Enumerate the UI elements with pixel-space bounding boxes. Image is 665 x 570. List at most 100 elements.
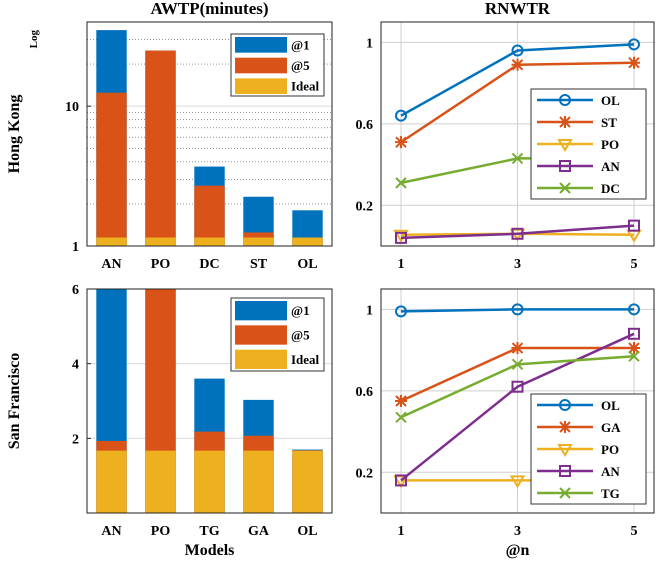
- bar-@5-DC: [194, 185, 225, 246]
- point-OL-3: [511, 303, 524, 316]
- point-OL-5: [628, 38, 640, 51]
- point-PO-3: [509, 475, 526, 489]
- legend-label: ST: [601, 115, 617, 130]
- x-tick-label: 3: [514, 257, 521, 272]
- bar-Ideal-ST: [243, 237, 274, 246]
- bars: [96, 289, 323, 513]
- axes-frame: [380, 288, 655, 514]
- y-tick-label: 1: [366, 303, 373, 318]
- point-ST-5: [628, 56, 640, 69]
- point-TG-3: [511, 358, 524, 371]
- x-tick-label: 1: [398, 524, 405, 539]
- hk_rnwtr-panel: 0.2 0.6 1 1 3 5 RNWTR OL ST PO AN DC: [356, 0, 655, 272]
- series-line-AN: [400, 332, 635, 482]
- point-OL-1: [395, 109, 407, 122]
- scale-label: Log: [28, 30, 40, 49]
- legend-swatch-@5: [235, 57, 287, 74]
- legend-label: TG: [601, 486, 620, 501]
- point-AN-5: [628, 327, 640, 340]
- x-tick-label: AN: [101, 524, 121, 539]
- y-tick-label: 4: [72, 358, 79, 373]
- x-tick-label: 5: [631, 257, 638, 272]
- legend-label: GA: [601, 420, 621, 435]
- y-tick-label: 0.6: [356, 118, 374, 133]
- y-tick-label: 2: [72, 432, 79, 447]
- point-GA-3: [511, 342, 524, 355]
- point-DC-1: [395, 177, 407, 189]
- sf_awtp-panel: 2 4 6 AN PO TG GA OL San Francisco Models @1 @5 Idea…: [6, 283, 333, 559]
- axes-frame: [86, 21, 333, 247]
- legend-label: @5: [291, 58, 310, 73]
- x-tick-label: DC: [199, 257, 219, 272]
- x-tick-label: 3: [514, 524, 521, 539]
- point-AN-5: [628, 219, 640, 232]
- bar-Ideal-TG: [194, 450, 225, 513]
- series-line-AN: [400, 224, 635, 240]
- point-OL-5: [628, 303, 640, 316]
- bar-Ideal-AN: [96, 450, 127, 513]
- y-tick-label: 0.2: [356, 466, 374, 481]
- y-tick-label: 1: [366, 36, 373, 51]
- series-line-OL: [400, 43, 635, 117]
- legend-swatch-Ideal: [235, 349, 287, 369]
- bar-Ideal-GA: [243, 450, 274, 513]
- legend-marker-AN: [559, 160, 571, 172]
- point-PO-1: [393, 229, 409, 243]
- x-tick-label: OL: [297, 524, 317, 539]
- point-AN-3: [511, 227, 524, 240]
- sf_rnwtr-panel: 0.2 0.6 1 1 3 5 @n OL GA PO AN TG: [356, 288, 655, 559]
- legend-marker-AN: [559, 465, 571, 477]
- legend: OL ST PO AN DC: [530, 88, 647, 200]
- point-ST-3: [511, 58, 524, 71]
- legend: @1 @5 Ideal: [230, 33, 325, 97]
- y-tick-label: 1: [72, 240, 79, 255]
- hk_awtp-panel: 1 10 AN PO DC ST OL Log AWTP(minutes) Hong Kong @1…: [6, 0, 333, 272]
- y-tick-label: 6: [72, 283, 79, 298]
- legend-swatch-@5: [235, 325, 287, 345]
- bar-@5-AN: [96, 92, 127, 246]
- legend-label: PO: [601, 442, 619, 457]
- point-OL-3: [511, 44, 524, 57]
- legend-marker-GA: [559, 421, 571, 433]
- bar-Ideal-PO: [145, 237, 176, 246]
- legend-marker-PO: [557, 139, 573, 152]
- legend-label: AN: [601, 159, 620, 174]
- x-axis-label: @n: [506, 542, 530, 559]
- point-AN-1: [395, 474, 407, 487]
- bar-Ideal-DC: [194, 237, 225, 246]
- legend-marker-OL: [559, 399, 571, 411]
- legend-label: @5: [291, 328, 310, 343]
- x-tick-label: 1: [398, 257, 405, 272]
- bar-@5-PO: [145, 50, 176, 246]
- bar-Ideal-PO: [145, 450, 176, 513]
- legend-marker-PO: [557, 444, 573, 457]
- point-TG-1: [395, 411, 407, 423]
- legend-label: Ideal: [291, 79, 320, 94]
- legend-label: AN: [601, 464, 620, 479]
- bar-Ideal-AN: [96, 237, 127, 246]
- legend-label: @1: [291, 37, 310, 52]
- x-tick-label: TG: [199, 524, 219, 539]
- point-AN-1: [395, 231, 407, 244]
- legend-marker-OL: [559, 94, 571, 106]
- point-AN-3: [511, 380, 524, 393]
- legend: OL GA PO AN TG: [530, 393, 647, 505]
- legend-label: @1: [291, 303, 310, 318]
- chart-title: AWTP(minutes): [150, 0, 268, 18]
- axes-frame: [86, 288, 333, 514]
- bar-Ideal-OL: [292, 237, 323, 246]
- legend-label: OL: [601, 93, 620, 108]
- point-OL-1: [395, 305, 407, 318]
- legend-label: Ideal: [291, 352, 320, 367]
- x-tick-label: OL: [297, 257, 317, 272]
- legend-label: DC: [601, 181, 620, 196]
- x-tick-label: AN: [101, 257, 121, 272]
- bar-Ideal-OL: [292, 450, 323, 513]
- legend-swatch-Ideal: [235, 78, 287, 94]
- x-tick-label: PO: [151, 524, 171, 539]
- y-tick-label: 0.6: [356, 385, 374, 400]
- legend-swatch-@1: [235, 37, 287, 53]
- point-GA-5: [628, 342, 640, 355]
- series-line-OL: [400, 308, 634, 313]
